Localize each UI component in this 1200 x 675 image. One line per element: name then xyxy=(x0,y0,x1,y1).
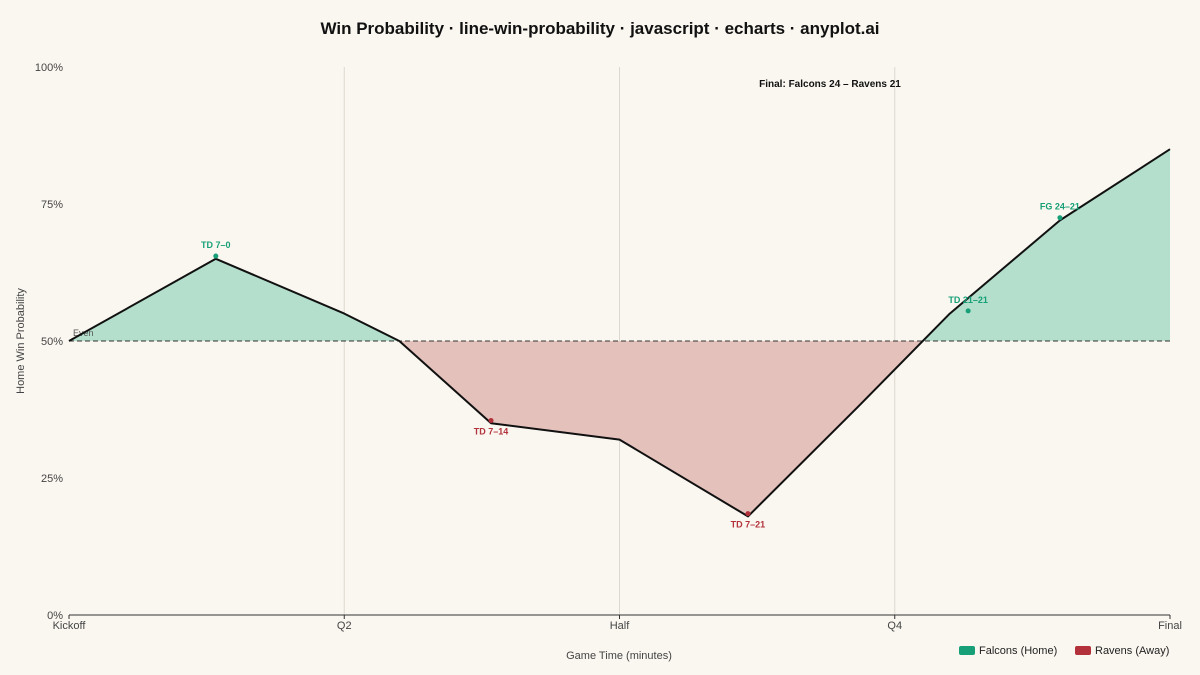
x-tick-label: Kickoff xyxy=(53,620,87,632)
legend-swatch xyxy=(959,646,975,655)
axes: Kickoff Q2 Half Q4 Final 0% 25% 50% 75% 100% xyxy=(35,62,1182,632)
scoring-event-marker xyxy=(965,308,971,314)
x-tick-label: Half xyxy=(610,620,631,632)
scoring-event-marker xyxy=(488,417,494,423)
probability-line-group xyxy=(68,148,1171,518)
scoring-event-label: TD 7–21 xyxy=(731,520,766,530)
x-tick-label: Final xyxy=(1158,620,1182,632)
y-tick-label: 25% xyxy=(41,473,63,485)
scoring-event-marker xyxy=(213,253,219,259)
annotations: TD 7–0 TD 7–14 TD 7–21 TD 21–21 FG 24–21 xyxy=(201,202,1080,530)
legend-swatch xyxy=(1075,646,1091,655)
x-tick-label: Q4 xyxy=(887,620,902,632)
y-tick-label: 0% xyxy=(47,610,63,622)
away-advantage-area xyxy=(69,341,1170,517)
y-tick-label: 50% xyxy=(41,336,63,348)
y-tick-label: 100% xyxy=(35,62,63,74)
y-axis-label: Home Win Probability xyxy=(15,288,27,394)
legend-label: Falcons (Home) xyxy=(979,645,1057,657)
y-tick-label: 75% xyxy=(41,199,63,211)
x-axis-label: Game Time (minutes) xyxy=(566,650,672,662)
final-score-label: Final: Falcons 24 – Ravens 21 xyxy=(759,79,901,90)
x-tick-label: Q2 xyxy=(337,620,352,632)
legend: Falcons (Home) Ravens (Away) xyxy=(959,645,1169,657)
scoring-event-label: FG 24–21 xyxy=(1040,202,1080,212)
scoring-event-label: TD 7–0 xyxy=(201,240,231,250)
probability-line xyxy=(68,148,1171,518)
chart-title: Win Probability · line-win-probability ·… xyxy=(320,19,879,38)
scoring-event-label: TD 7–14 xyxy=(474,426,509,436)
scoring-event-marker xyxy=(1057,215,1063,221)
legend-label: Ravens (Away) xyxy=(1095,645,1169,657)
home-advantage-area xyxy=(69,149,1170,341)
probability-fill xyxy=(69,149,1170,517)
scoring-event-label: TD 21–21 xyxy=(948,295,988,305)
scoring-event-marker xyxy=(745,511,751,517)
